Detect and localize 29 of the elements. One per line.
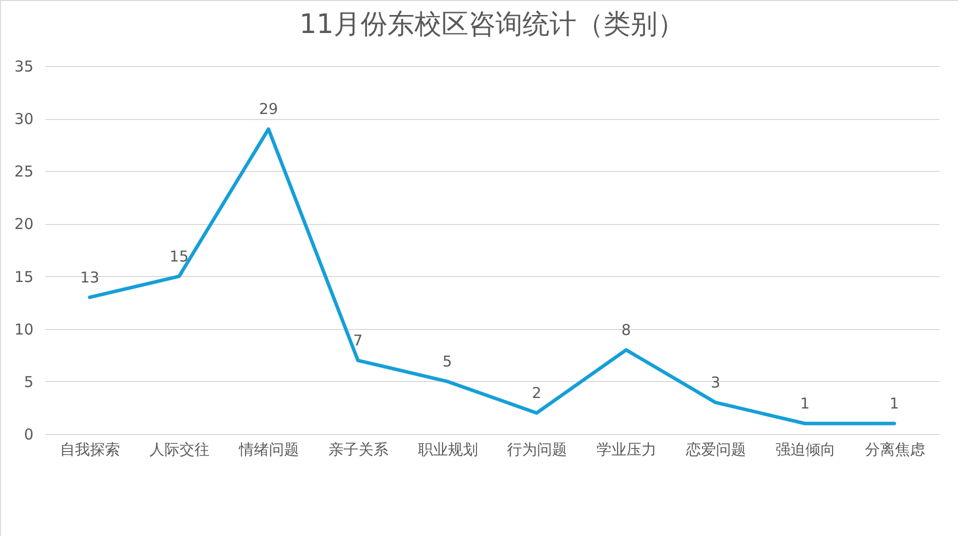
x-tick-label: 恋爱问题 — [685, 440, 746, 458]
chart-title: 11月份东校区咨询统计（类别） — [299, 9, 685, 40]
data-label: 1 — [890, 394, 900, 412]
y-tick-label: 5 — [24, 372, 34, 391]
y-tick-label: 30 — [14, 110, 34, 128]
x-tick-label: 职业规划 — [418, 440, 478, 458]
x-tick-label: 分离焦虑 — [864, 440, 925, 458]
data-label: 2 — [532, 384, 542, 402]
data-label: 3 — [710, 373, 720, 392]
x-tick-label: 行为问题 — [507, 440, 568, 458]
data-label: 8 — [621, 320, 631, 339]
x-tick-label: 学业压力 — [596, 440, 657, 458]
y-tick-label: 25 — [14, 162, 34, 181]
x-tick-label: 强迫倾向 — [775, 440, 836, 458]
data-label: 29 — [258, 100, 278, 118]
x-tick-label: 情绪问题 — [238, 440, 299, 458]
data-label: 5 — [442, 352, 452, 370]
data-label: 1 — [800, 394, 810, 412]
x-tick-label: 自我探索 — [60, 440, 120, 458]
data-label: 7 — [353, 331, 363, 350]
x-tick-label: 亲子关系 — [328, 440, 388, 458]
data-label: 13 — [80, 268, 100, 286]
y-tick-label: 10 — [14, 320, 34, 338]
y-tick-label: 35 — [14, 58, 34, 76]
y-tick-label: 0 — [24, 426, 34, 444]
y-tick-label: 20 — [14, 215, 34, 234]
x-tick-label: 人际交往 — [150, 440, 210, 458]
y-tick-label: 15 — [14, 268, 34, 286]
data-label: 15 — [170, 247, 189, 266]
